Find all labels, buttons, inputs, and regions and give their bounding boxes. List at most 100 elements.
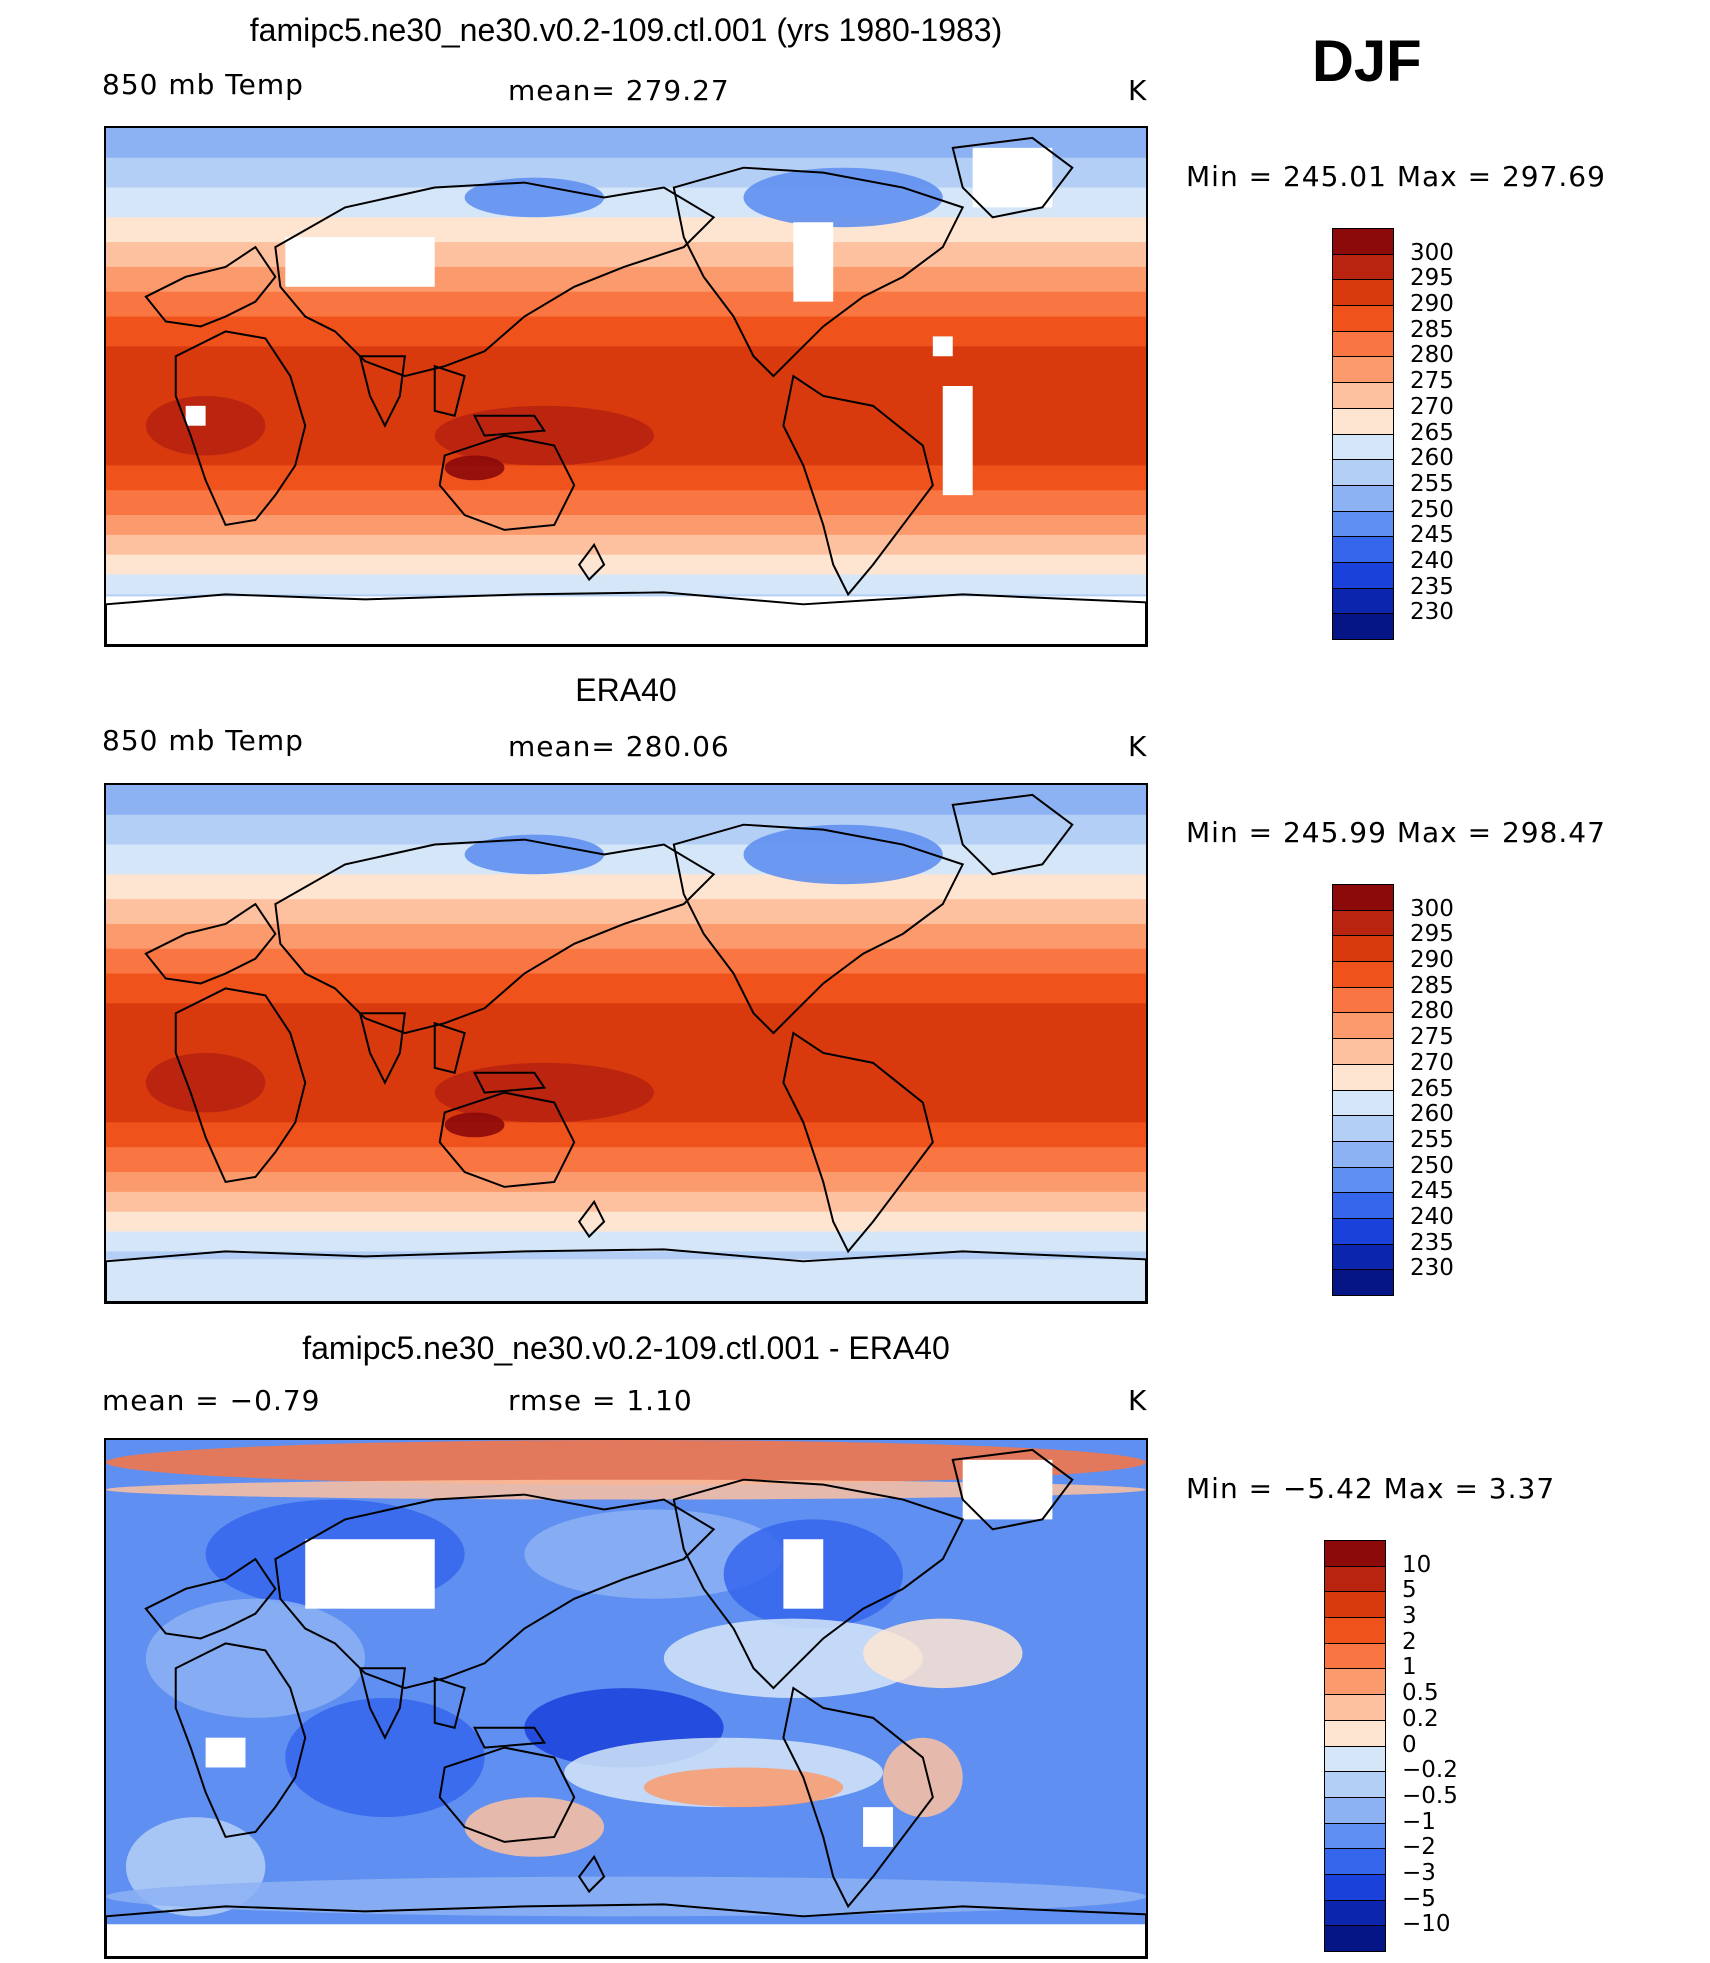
colorbar-swatch (1332, 909, 1394, 937)
colorbar-swatch (1332, 1269, 1394, 1296)
colorbar-swatch (1332, 935, 1394, 963)
colorbar-label: −5 (1402, 1885, 1436, 1912)
colorbar-label: 235 (1410, 573, 1454, 600)
colorbar-swatch (1332, 1217, 1394, 1245)
colorbar-swatch (1332, 613, 1394, 640)
colorbar-swatch (1332, 1243, 1394, 1271)
colorbar-label: 230 (1410, 1255, 1454, 1282)
panel-2-title: ERA40 (575, 672, 677, 708)
colorbar-label: 260 (1410, 445, 1454, 472)
colorbar-label: 0 (1402, 1731, 1417, 1758)
panel-2-minmax: Min = 245.99 Max = 298.47 (1186, 816, 1606, 849)
colorbar-label: 280 (1410, 342, 1454, 369)
colorbar-label: −2 (1402, 1834, 1436, 1861)
colorbar-swatch (1332, 253, 1394, 281)
panel-2-map (104, 783, 1148, 1304)
colorbar-swatch (1332, 587, 1394, 615)
colorbar-label: 0.5 (1402, 1680, 1439, 1707)
panel-2-variable-label: 850 mb Temp (102, 724, 304, 757)
colorbar-swatch (1332, 305, 1394, 332)
colorbar-swatch (1332, 433, 1394, 461)
colorbar-swatch (1332, 510, 1394, 538)
colorbar-label: 250 (1410, 1152, 1454, 1179)
panel-2-mean-label: mean= 280.06 (508, 730, 730, 763)
colorbar-swatch (1324, 1848, 1386, 1875)
colorbar-swatch (1332, 1089, 1394, 1117)
colorbar-label: 230 (1410, 599, 1454, 626)
colorbar-label: 295 (1410, 265, 1454, 292)
colorbar-swatch (1324, 1668, 1386, 1696)
colorbar-label: 290 (1410, 947, 1454, 974)
colorbar-label: 300 (1410, 895, 1454, 922)
colorbar-label: 270 (1410, 393, 1454, 420)
colorbar-swatch (1332, 536, 1394, 563)
colorbar-label: −10 (1402, 1911, 1451, 1938)
panel-2-units: K (1128, 730, 1148, 763)
colorbar-swatch (1324, 1796, 1386, 1824)
colorbar-label: 245 (1410, 522, 1454, 549)
colorbar-swatch (1332, 986, 1394, 1014)
panel-1-colorbar: 300 295 290 285 280 275 270 265 260 255 250 245 240 2… (1332, 228, 1454, 640)
colorbar-swatch (1332, 1192, 1394, 1219)
colorbar-label: 290 (1410, 291, 1454, 318)
colorbar-swatch (1324, 1745, 1386, 1773)
colorbar-label: 240 (1410, 1203, 1454, 1230)
colorbar-swatch (1324, 1719, 1386, 1747)
colorbar-swatch (1332, 1012, 1394, 1040)
colorbar-label: 2 (1402, 1628, 1417, 1655)
panel-1-minmax: Min = 245.01 Max = 297.69 (1186, 160, 1606, 193)
panel-1-variable-label: 850 mb Temp (102, 68, 304, 101)
colorbar-label: 280 (1410, 998, 1454, 1025)
colorbar-swatch (1332, 228, 1394, 255)
panel-3-mean-label: mean = −0.79 (102, 1384, 321, 1417)
colorbar-swatch (1332, 1038, 1394, 1065)
colorbar-label: 265 (1410, 419, 1454, 446)
colorbar-label: 0.2 (1402, 1705, 1439, 1732)
colorbar-swatch (1324, 1873, 1386, 1901)
colorbar-label: 260 (1410, 1101, 1454, 1128)
colorbar-label: 235 (1410, 1229, 1454, 1256)
colorbar-swatch (1332, 459, 1394, 486)
colorbar-swatch (1324, 1771, 1386, 1798)
panel-3-rmse-label: rmse = 1.10 (508, 1384, 693, 1417)
colorbar-label: 245 (1410, 1178, 1454, 1205)
colorbar-swatch (1332, 1115, 1394, 1142)
colorbar-label: 255 (1410, 470, 1454, 497)
panel-1-title: famipc5.ne30_ne30.v0.2-109.ctl.001 (yrs … (249, 12, 1003, 48)
colorbar-label: 270 (1410, 1049, 1454, 1076)
colorbar-swatch (1332, 561, 1394, 589)
colorbar-label: 285 (1410, 972, 1454, 999)
colorbar-swatch (1332, 382, 1394, 409)
colorbar-swatch (1332, 279, 1394, 307)
colorbar-swatch (1332, 961, 1394, 988)
colorbar-swatch (1324, 1925, 1386, 1952)
colorbar-swatch (1324, 1694, 1386, 1721)
colorbar-swatch (1332, 407, 1394, 435)
colorbar-label: 3 (1402, 1603, 1417, 1630)
colorbar-label: 265 (1410, 1075, 1454, 1102)
colorbar-swatch (1324, 1899, 1386, 1927)
colorbar-swatch (1332, 356, 1394, 384)
colorbar-swatch (1332, 1063, 1394, 1091)
colorbar-swatch (1324, 1565, 1386, 1593)
colorbar-label: 10 (1402, 1551, 1432, 1578)
season-label: DJF (1312, 29, 1422, 94)
colorbar-label: 275 (1410, 1024, 1454, 1051)
colorbar-label: −0.5 (1402, 1782, 1458, 1809)
colorbar-label: −0.2 (1402, 1757, 1458, 1784)
colorbar-label: 275 (1410, 368, 1454, 395)
colorbar-label: 5 (1402, 1577, 1417, 1604)
panel-3-minmax: Min = −5.42 Max = 3.37 (1186, 1472, 1556, 1505)
panel-3-units: K (1128, 1384, 1148, 1417)
colorbar-swatch (1332, 330, 1394, 358)
panel-1-map (104, 126, 1148, 647)
panel-3-colorbar: 10 5 3 2 1 0.5 0.2 0 −0.2 −0.5 −1 −2 −3 −5 −10 (1324, 1540, 1458, 1952)
colorbar-label: 285 (1410, 316, 1454, 343)
colorbar-label: 240 (1410, 547, 1454, 574)
colorbar-label: −1 (1402, 1808, 1436, 1835)
colorbar-label: 295 (1410, 921, 1454, 948)
colorbar-label: −3 (1402, 1859, 1436, 1886)
colorbar-swatch (1332, 1140, 1394, 1168)
panel-3-title: famipc5.ne30_ne30.v0.2-109.ctl.001 - ERA… (302, 1330, 950, 1366)
colorbar-swatch (1324, 1591, 1386, 1619)
